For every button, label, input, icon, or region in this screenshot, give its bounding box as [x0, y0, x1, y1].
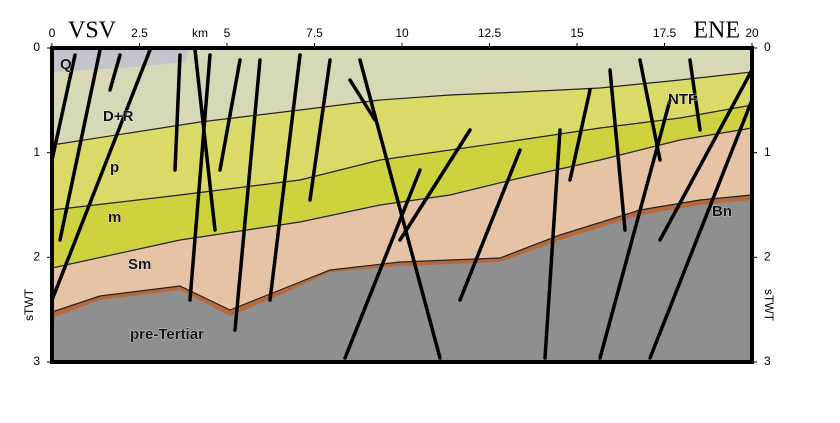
right-direction: ENE — [693, 18, 740, 44]
x-tick-label: 7.5 — [306, 26, 323, 40]
dr-layer — [52, 48, 752, 145]
y-tick-label: 2 — [764, 250, 771, 264]
left-direction: VSV — [68, 18, 117, 44]
x-tick-label: 15 — [570, 26, 584, 40]
layer-label: Bn — [712, 203, 732, 220]
x-tick-label: 20 — [745, 26, 759, 40]
y-unit-left: sTWT — [22, 288, 36, 321]
layer-label: Q — [60, 56, 72, 73]
layer-label: NTF — [668, 91, 697, 108]
y-tick-label: 3 — [33, 354, 40, 368]
layer-labels: Q D+R p m Sm pre-Tertiar NTF Bn — [60, 56, 733, 344]
x-tick-label: 10 — [395, 26, 409, 40]
x-tick-label: 2.5 — [131, 26, 148, 40]
y-tick-label: 0 — [33, 40, 40, 54]
x-tick-label: 5 — [224, 26, 231, 40]
x-tick-label: 17.5 — [653, 26, 677, 40]
q-layer — [52, 48, 190, 72]
layer-label: pre-Tertiar — [130, 326, 204, 343]
y-tick-label: 0 — [764, 40, 771, 54]
y-unit-right: sTWT — [762, 289, 776, 322]
layer-label: p — [110, 159, 119, 176]
x-tick-label: 12.5 — [478, 26, 502, 40]
x-tick-label: 0 — [49, 26, 56, 40]
y-tick-label: 2 — [33, 250, 40, 264]
y-tick-label: 1 — [764, 145, 771, 159]
y-tick-label: 3 — [764, 354, 771, 368]
layer-label: Sm — [128, 256, 151, 273]
y-tick-label: 1 — [33, 145, 40, 159]
layer-label: m — [108, 209, 121, 226]
layer-label: D+R — [103, 108, 134, 125]
x-unit: km — [192, 26, 208, 40]
faults — [50, 48, 754, 360]
